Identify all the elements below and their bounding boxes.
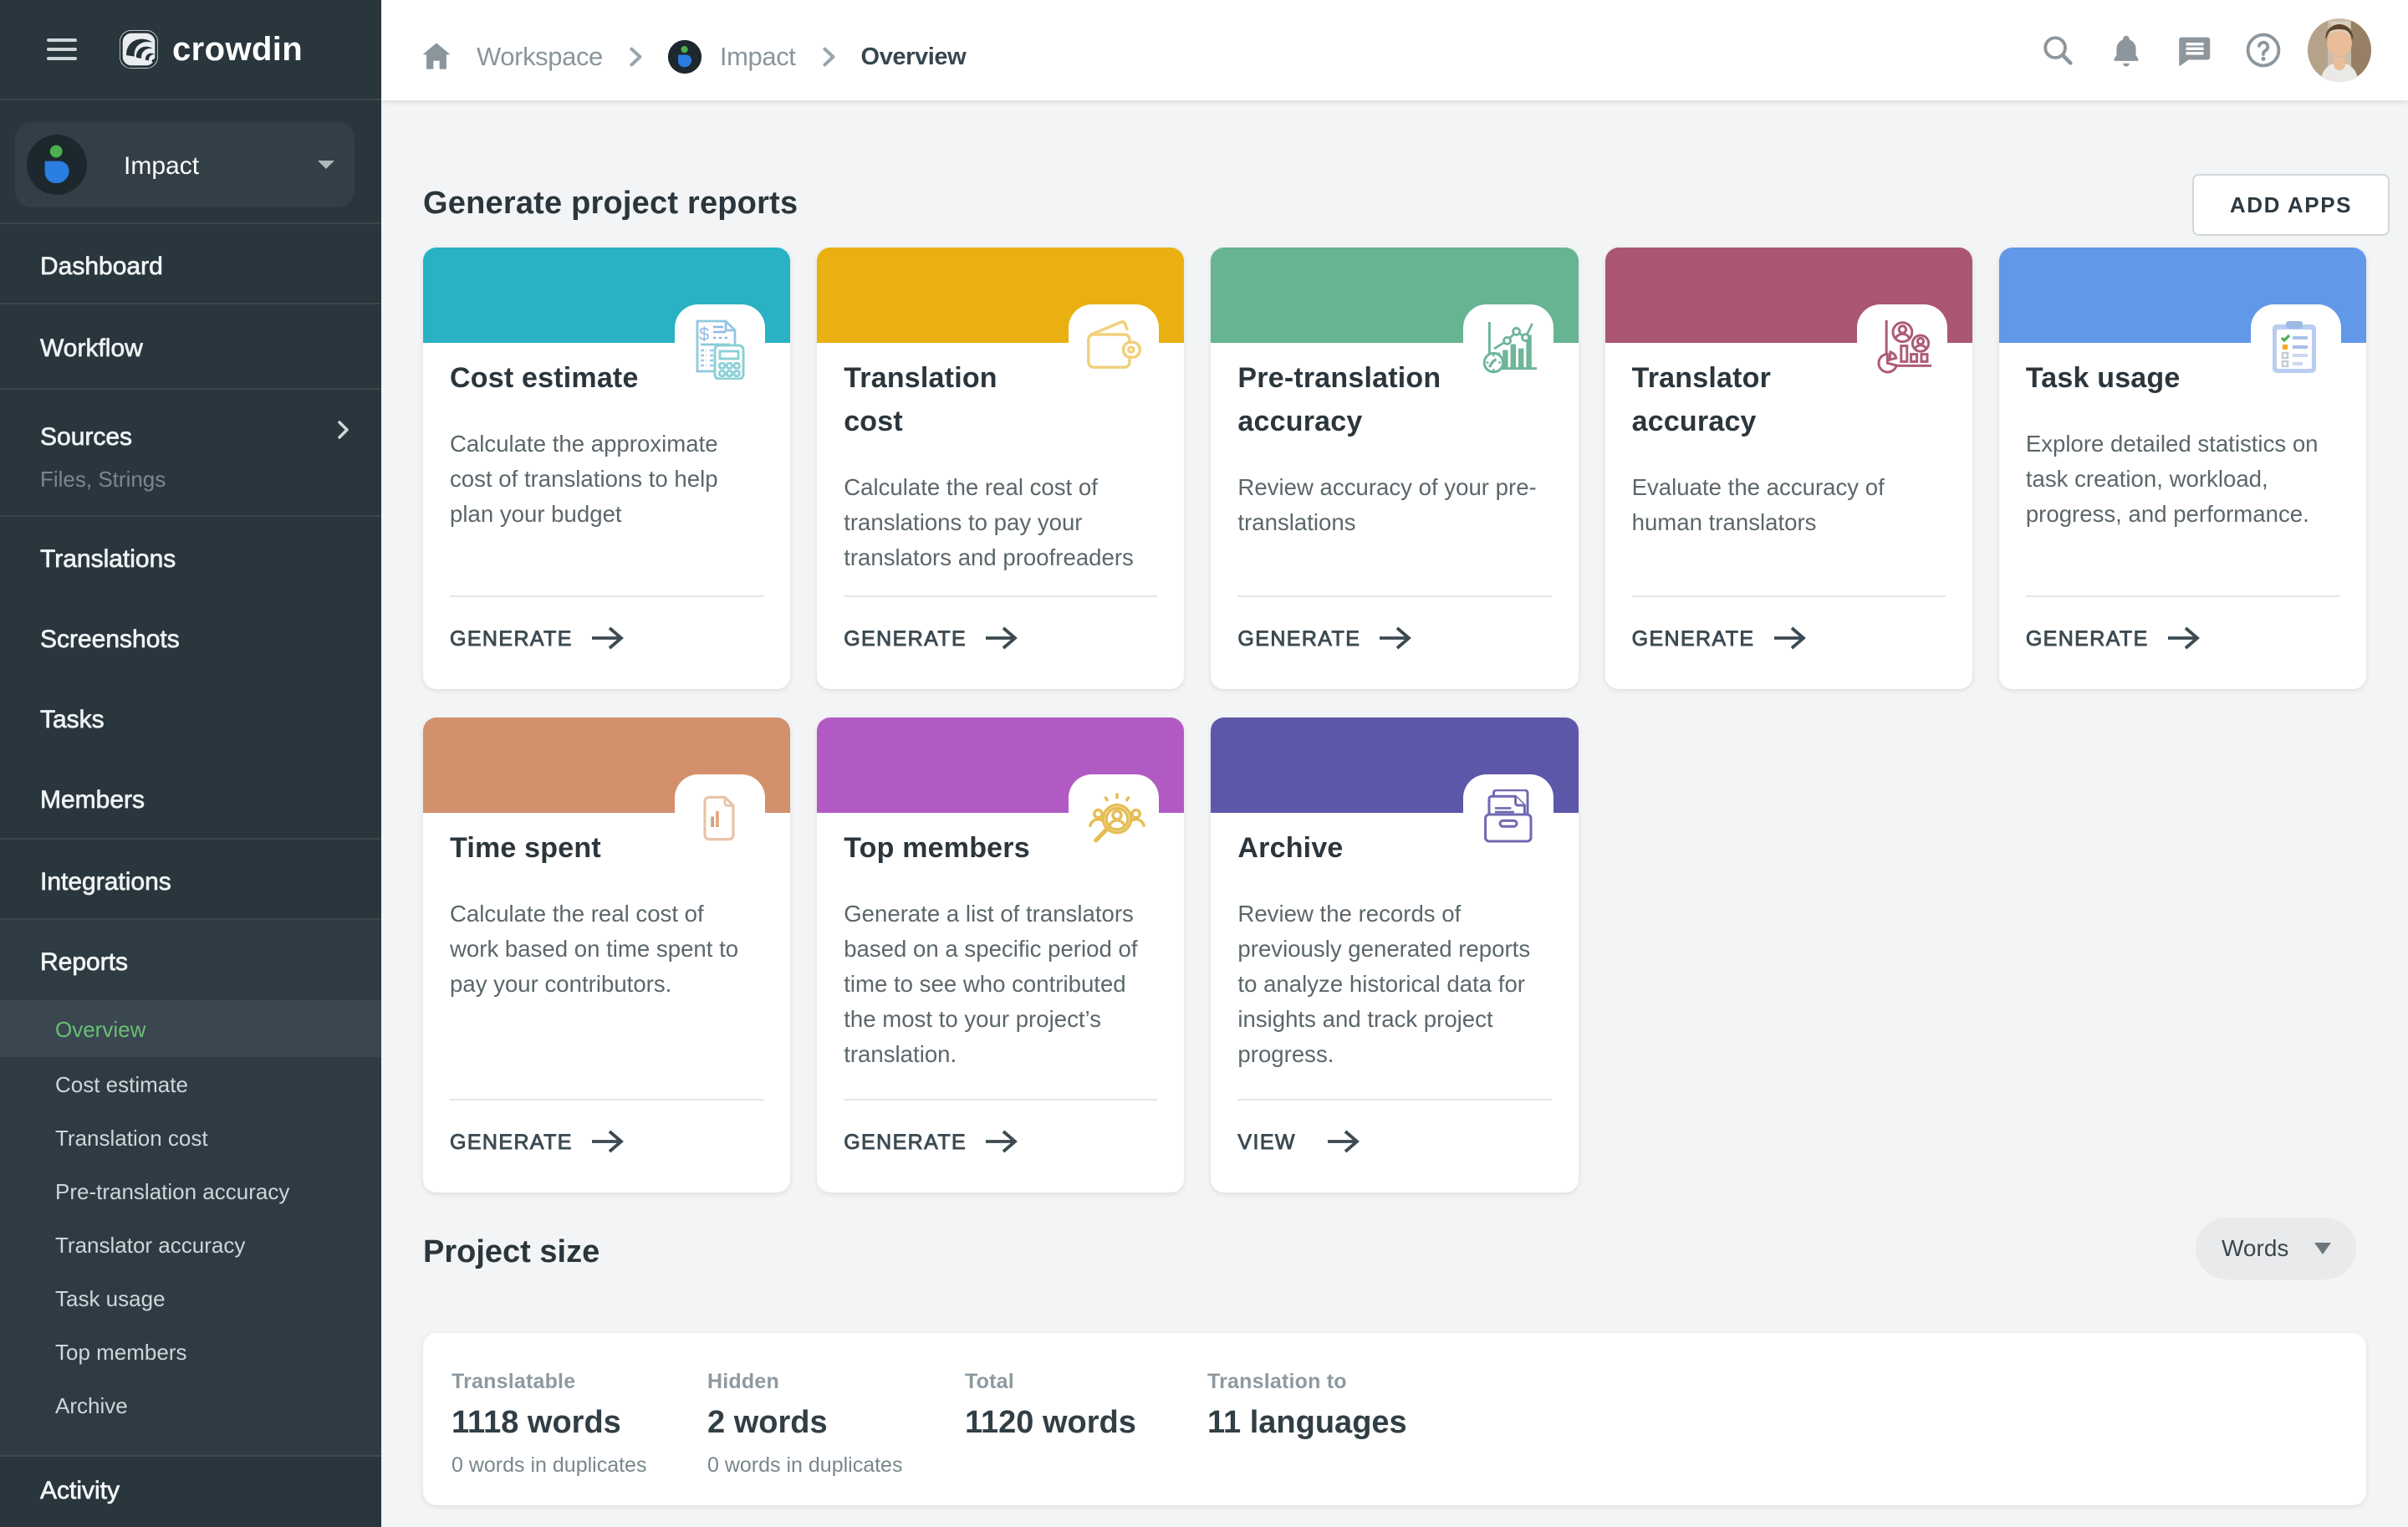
svg-text:$: $ [699,324,709,345]
